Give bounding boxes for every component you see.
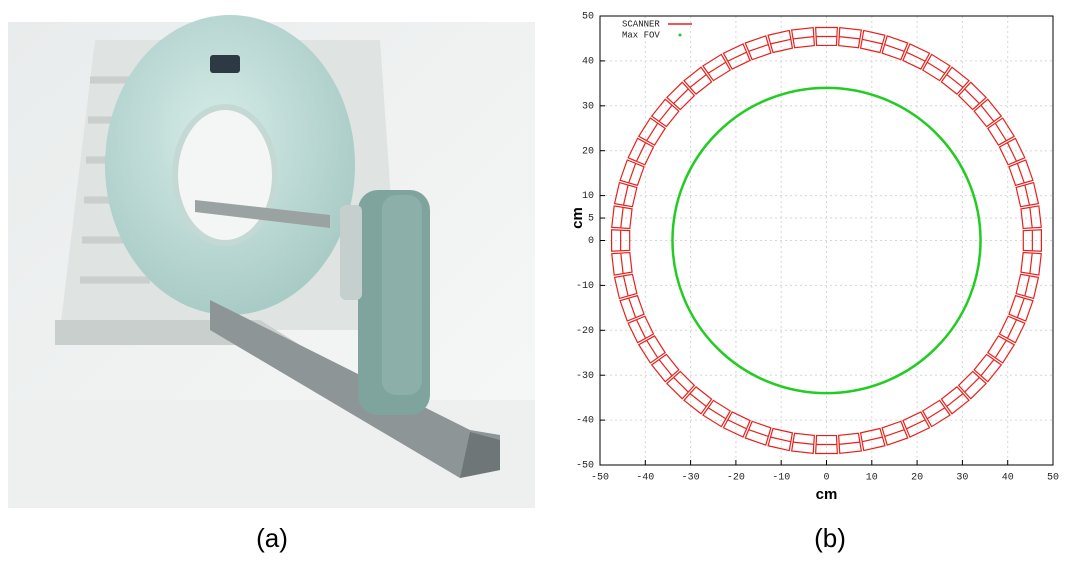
x-tick-label: -50 bbox=[591, 473, 609, 484]
detector-block bbox=[612, 253, 632, 275]
x-tick-label: 50 bbox=[1047, 473, 1059, 484]
x-axis-label: cm bbox=[816, 486, 838, 503]
detector-block bbox=[620, 160, 644, 185]
x-tick-label: -30 bbox=[682, 473, 700, 484]
figure: (a) (b) -50-40-30-20-1001020304050-50-40… bbox=[0, 0, 1075, 557]
x-tick-label: 40 bbox=[1002, 473, 1014, 484]
y-tick-label: -10 bbox=[576, 281, 594, 292]
detector-block bbox=[1016, 274, 1038, 298]
detector-block bbox=[615, 274, 637, 298]
x-tick-label: 30 bbox=[956, 473, 968, 484]
scanner-photo bbox=[8, 15, 535, 508]
detector-block bbox=[839, 433, 862, 453]
y-tick-label: -40 bbox=[576, 416, 594, 427]
detector-block bbox=[839, 28, 862, 48]
y-tick-label: -50 bbox=[576, 461, 594, 472]
detector-block bbox=[1016, 183, 1038, 207]
panel-caption: (a) bbox=[256, 523, 288, 553]
detector-block bbox=[768, 30, 792, 52]
y-tick-label: -30 bbox=[576, 371, 594, 382]
detector-block bbox=[768, 428, 792, 450]
y-tick-label: 5 bbox=[588, 214, 594, 225]
detector-block bbox=[816, 436, 838, 454]
panel-caption: (b) bbox=[814, 523, 846, 553]
detector-block bbox=[1009, 296, 1033, 321]
detector-block bbox=[745, 36, 771, 60]
x-tick-label: -20 bbox=[727, 473, 745, 484]
y-tick-label: -20 bbox=[576, 326, 594, 337]
x-tick-label: 10 bbox=[866, 473, 878, 484]
detector-block bbox=[861, 428, 885, 450]
detector-block bbox=[861, 30, 885, 52]
y-tick-label: 40 bbox=[582, 57, 594, 68]
x-tick-label: 20 bbox=[911, 473, 923, 484]
legend-swatch bbox=[679, 34, 682, 37]
detector-block bbox=[882, 421, 908, 445]
x-tick-label: 0 bbox=[823, 473, 829, 484]
detector-block bbox=[1021, 253, 1041, 275]
detector-block bbox=[1009, 160, 1033, 185]
legend-label: Max FOV bbox=[622, 30, 660, 40]
detector-block bbox=[615, 183, 637, 207]
x-tick-label: -40 bbox=[636, 473, 654, 484]
detector-block bbox=[882, 36, 908, 60]
y-tick-label: 10 bbox=[582, 191, 594, 202]
detector-block bbox=[620, 296, 644, 321]
y-tick-label: 50 bbox=[582, 12, 594, 23]
detector-block bbox=[1021, 206, 1041, 228]
detector-block bbox=[745, 421, 771, 445]
x-tick-label: -10 bbox=[772, 473, 790, 484]
detector-block bbox=[792, 433, 815, 453]
legend-label: SCANNER bbox=[622, 19, 660, 29]
y-tick-label: 20 bbox=[582, 146, 594, 157]
detector-block bbox=[612, 206, 632, 228]
detector-block bbox=[792, 28, 815, 48]
y-tick-label: 0 bbox=[588, 236, 594, 247]
detector-block bbox=[959, 371, 987, 398]
y-tick-label: 30 bbox=[582, 101, 594, 112]
y-axis-label: cm bbox=[569, 207, 586, 229]
